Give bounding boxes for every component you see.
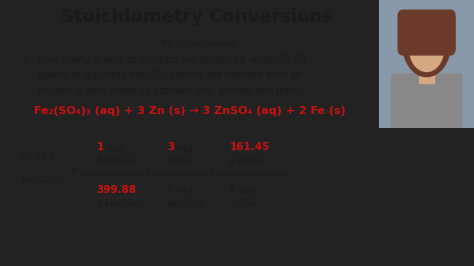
- Text: Fe₂(SO₄)₃: Fe₂(SO₄)₃: [167, 200, 205, 209]
- Text: x: x: [71, 166, 77, 175]
- Text: mol: mol: [239, 186, 256, 195]
- FancyBboxPatch shape: [398, 10, 455, 55]
- Text: •: •: [21, 56, 27, 66]
- Bar: [419, 68, 434, 83]
- Text: Fe₂(SO₄)₃: Fe₂(SO₄)₃: [21, 176, 59, 185]
- Text: How many grams of solution are produced when 25.03: How many grams of solution are produced …: [38, 55, 306, 65]
- Text: 1: 1: [167, 185, 173, 194]
- Text: #5 in your packet: #5 in your packet: [160, 39, 235, 48]
- Text: 161.45: 161.45: [229, 142, 270, 152]
- Text: Fe₂(SO₄)₃ (aq) + 3 Zn (s) → 3 ZnSO₄ (aq) + 2 Fe (s): Fe₂(SO₄)₃ (aq) + 3 Zn (s) → 3 ZnSO₄ (aq)…: [34, 106, 346, 117]
- Text: g ZnSO₄: g ZnSO₄: [229, 156, 264, 165]
- Text: 1: 1: [229, 185, 235, 194]
- Text: excess of zinc metal to produce zinc sulfate and iron?: excess of zinc metal to produce zinc sul…: [38, 86, 300, 96]
- Text: mol: mol: [176, 145, 193, 154]
- Text: ZnSO₄: ZnSO₄: [167, 156, 193, 165]
- Text: mol: mol: [106, 145, 123, 154]
- Text: x: x: [210, 166, 215, 175]
- Text: 399.88: 399.88: [97, 185, 137, 195]
- Text: x: x: [145, 166, 151, 175]
- Text: Stoichiometry Conversions: Stoichiometry Conversions: [61, 8, 333, 26]
- FancyBboxPatch shape: [392, 74, 462, 130]
- Text: 25.03 g: 25.03 g: [21, 152, 55, 161]
- Text: ZnSO₄: ZnSO₄: [229, 200, 256, 209]
- Text: mol: mol: [176, 186, 193, 195]
- Text: 3: 3: [167, 142, 174, 152]
- Text: g Fe₂(SO₄)₃: g Fe₂(SO₄)₃: [97, 200, 143, 209]
- Ellipse shape: [410, 26, 444, 72]
- Text: Fe₂(SO₄)₃: Fe₂(SO₄)₃: [97, 156, 135, 165]
- Text: 1: 1: [97, 142, 104, 152]
- Ellipse shape: [409, 24, 445, 73]
- Ellipse shape: [403, 13, 450, 77]
- Text: grams of aqueous iron (III) sulfate are reacted with an: grams of aqueous iron (III) sulfate are …: [38, 70, 302, 81]
